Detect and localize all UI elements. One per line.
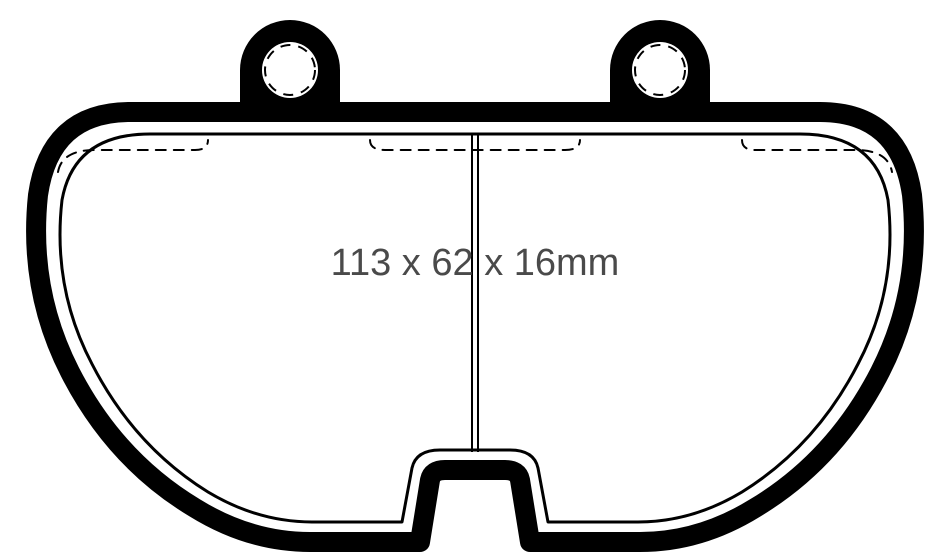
tab-left-bore-fill xyxy=(262,42,318,98)
pad-outer-outline xyxy=(36,112,914,542)
tab-right-bore-fill xyxy=(632,42,688,98)
dimension-label: 113 x 62 x 16mm xyxy=(331,242,620,284)
brake-pad-diagram: 113 x 62 x 16mm xyxy=(0,0,950,560)
